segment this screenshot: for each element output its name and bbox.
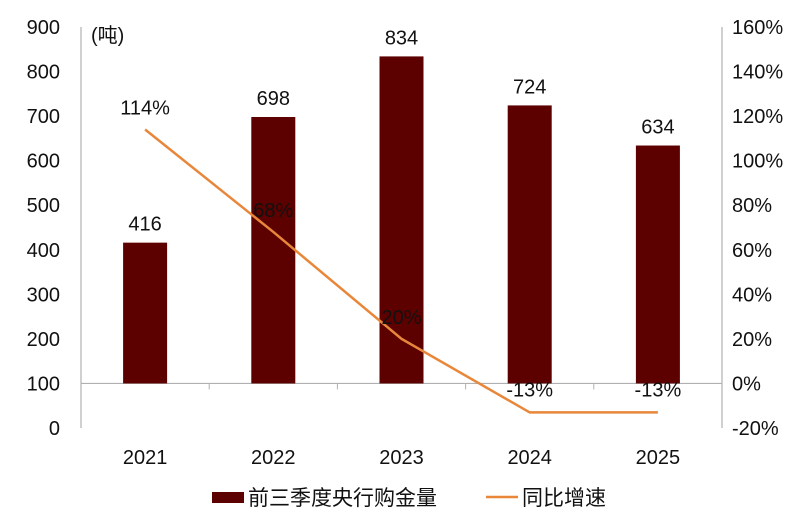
right-tick-label: 140% [732, 62, 783, 84]
bar-2022 [251, 117, 296, 384]
right-tick-label: 40% [732, 284, 772, 306]
line-data-label: -13% [635, 379, 682, 401]
bar-2025 [635, 145, 680, 384]
left-tick-label: 900 [27, 17, 60, 39]
left-tick-label: 0 [49, 418, 60, 440]
legend-line-label: 同比增速 [522, 487, 606, 510]
category-label: 2023 [379, 447, 424, 469]
right-tick-label: -20% [732, 418, 779, 440]
unit-label: (吨) [91, 24, 124, 47]
bar-data-label: 724 [513, 76, 546, 98]
left-tick-label: 200 [27, 329, 60, 351]
bar-data-label: 416 [128, 214, 161, 236]
bar-data-label: 634 [641, 117, 674, 139]
left-tick-label: 300 [27, 284, 60, 306]
bar-data-label: 698 [257, 88, 290, 110]
line-data-label: 20% [381, 307, 421, 329]
line-data-label: 114% [120, 97, 170, 119]
left-tick-label: 400 [27, 240, 60, 262]
right-tick-label: 60% [732, 240, 772, 262]
right-tick-label: 120% [732, 106, 783, 128]
bar-2021 [123, 242, 168, 384]
left-tick-label: 100 [27, 373, 60, 395]
right-tick-label: 160% [732, 17, 783, 39]
right-tick-label: 80% [732, 195, 772, 217]
legend-bar-swatch [212, 492, 244, 503]
category-label: 2025 [636, 447, 681, 469]
line-data-label: -13% [506, 379, 553, 401]
bar-2023 [379, 56, 424, 384]
left-tick-label: 800 [27, 62, 60, 84]
legend-bar-label: 前三季度央行购金量 [248, 487, 437, 510]
line-data-label: 68% [253, 200, 293, 222]
left-tick-label: 500 [27, 195, 60, 217]
right-tick-label: 20% [732, 329, 772, 351]
category-label: 2024 [507, 447, 552, 469]
category-label: 2021 [123, 447, 168, 469]
bar-data-label: 834 [385, 27, 418, 49]
right-tick-label: 0% [732, 373, 761, 395]
category-label: 2022 [251, 447, 296, 469]
left-tick-label: 700 [27, 106, 60, 128]
bar-2024 [507, 105, 552, 384]
left-tick-label: 600 [27, 151, 60, 173]
right-tick-label: 100% [732, 151, 783, 173]
